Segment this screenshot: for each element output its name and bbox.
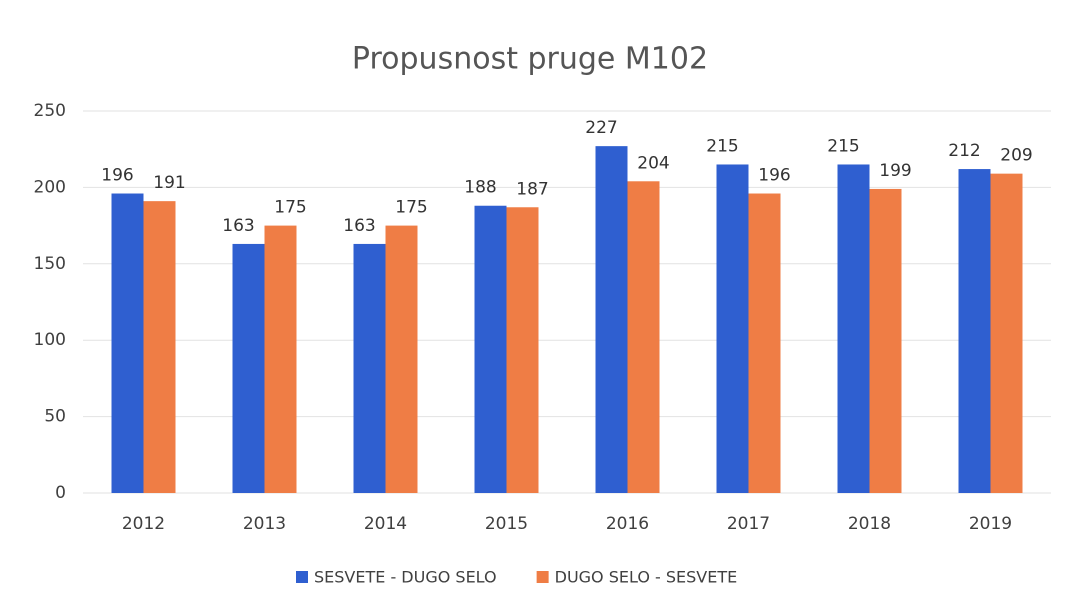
data-label: 187	[516, 179, 548, 199]
bar	[716, 164, 749, 494]
legend-swatch	[296, 571, 308, 583]
data-label: 199	[879, 161, 911, 181]
x-tick-label: 2014	[364, 514, 407, 534]
y-tick-label: 50	[44, 407, 66, 427]
data-label: 227	[585, 118, 617, 138]
x-tick-label: 2013	[243, 514, 286, 534]
bar	[111, 193, 144, 493]
y-tick-label: 100	[34, 330, 66, 350]
x-tick-label: 2015	[485, 514, 528, 534]
bar	[264, 225, 297, 493]
bar	[869, 188, 902, 494]
data-label: 212	[948, 141, 980, 161]
bar	[837, 164, 870, 494]
data-label: 215	[706, 136, 738, 156]
x-tick-label: 2017	[727, 514, 770, 534]
x-tick-label: 2018	[848, 514, 891, 534]
bar	[385, 225, 418, 493]
legend-swatch	[536, 571, 549, 583]
bar	[353, 243, 386, 493]
legend-label: SESVETE - DUGO SELO	[314, 568, 497, 587]
bar	[474, 205, 507, 493]
bar	[595, 146, 628, 494]
data-label: 163	[222, 216, 254, 236]
data-label: 196	[101, 166, 133, 186]
bar	[990, 173, 1023, 493]
y-tick-label: 200	[34, 177, 66, 197]
data-label: 204	[637, 153, 669, 173]
bar	[627, 181, 660, 493]
y-tick-label: 250	[34, 101, 66, 121]
data-label: 175	[395, 198, 427, 218]
y-tick-label: 0	[55, 483, 66, 503]
legend-label: DUGO SELO - SESVETE	[555, 568, 738, 587]
data-label: 209	[1000, 146, 1032, 166]
bar	[506, 207, 539, 493]
data-label: 175	[274, 198, 306, 218]
x-tick-label: 2012	[122, 514, 165, 534]
bar	[232, 243, 265, 493]
data-label: 215	[827, 136, 859, 156]
bar	[958, 169, 991, 493]
data-label: 163	[343, 216, 375, 236]
data-label: 191	[153, 173, 185, 193]
bar	[143, 201, 176, 494]
x-tick-label: 2019	[969, 514, 1012, 534]
bar	[748, 193, 781, 493]
data-label: 196	[758, 166, 790, 186]
y-tick-label: 150	[34, 254, 66, 274]
chart-title: Propusnost pruge M102	[352, 42, 708, 77]
data-label: 188	[464, 178, 496, 198]
x-tick-label: 2016	[606, 514, 649, 534]
